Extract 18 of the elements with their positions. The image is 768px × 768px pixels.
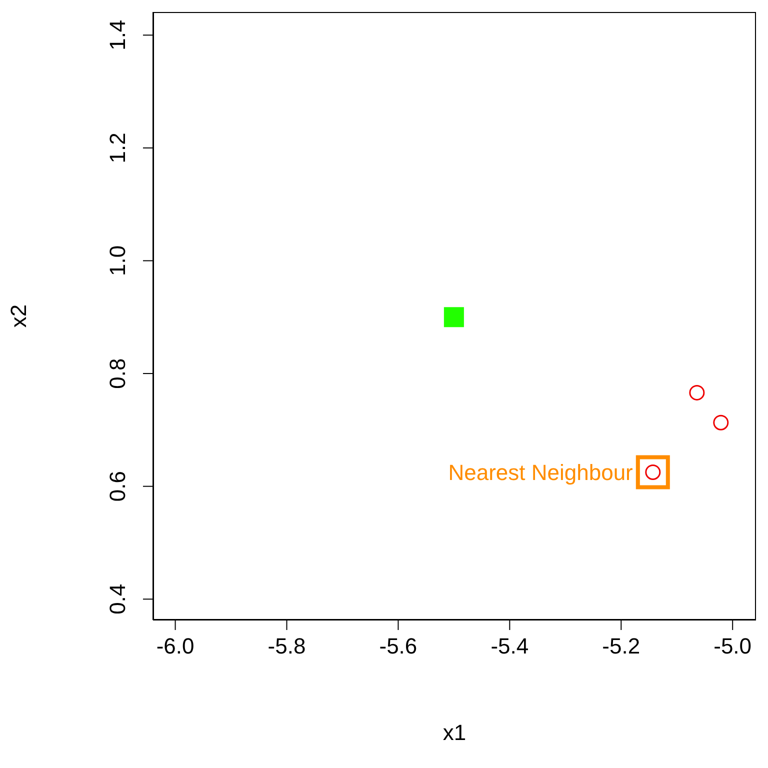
y-tick-label: 0.4: [105, 584, 130, 614]
x-tick-label: -6.0: [156, 634, 194, 659]
annotation: Nearest Neighbour: [448, 460, 633, 486]
x-axis-title: x1: [442, 720, 466, 745]
x-tick-label: -5.8: [268, 634, 306, 659]
y-tick-label: 1.2: [105, 132, 130, 164]
y-axis-title: x2: [6, 304, 31, 328]
x-tick-label: -5.0: [714, 634, 752, 659]
x-tick-label: -5.2: [602, 634, 640, 659]
y-tick-label: 0.8: [105, 358, 130, 389]
x-tick-label: -5.6: [379, 634, 418, 659]
point: [444, 307, 464, 328]
y-tick-label: 0.6: [105, 471, 130, 502]
point: [713, 414, 729, 430]
point: [689, 384, 705, 400]
y-tick-label: 1.4: [105, 20, 130, 50]
x-tick-label: -5.4: [490, 634, 529, 659]
y-tick-label: 1.0: [105, 245, 130, 276]
